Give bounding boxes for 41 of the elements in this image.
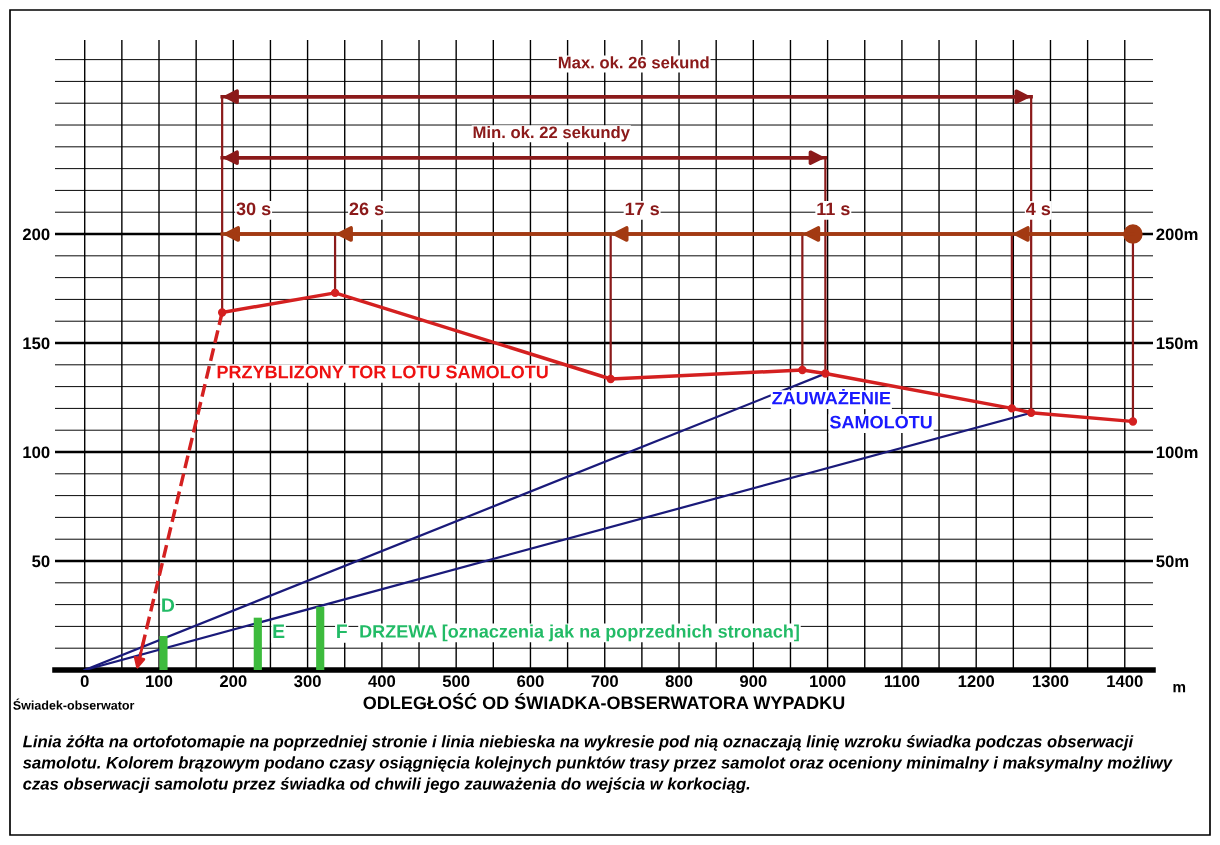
annotation: 11 s xyxy=(817,202,850,216)
text: Świadek-obserwator xyxy=(13,698,135,710)
annotation: SAMOLOTU xyxy=(829,415,932,429)
annotation: 17 s xyxy=(625,202,659,216)
x-tick-label: 400 xyxy=(368,675,396,688)
annotation: D xyxy=(162,598,175,612)
annotation: F xyxy=(337,624,347,638)
x-tick-label: 0 xyxy=(80,675,89,688)
x-tick-label: 200 xyxy=(219,675,247,688)
annotation: Min. ok. 22 sekundy xyxy=(473,125,630,142)
y2-tick-label: 200m xyxy=(1156,228,1198,241)
x-axis-title: ODLEGŁOŚĆ OD ŚWIADKA-OBSERWATORA WYPADKU xyxy=(363,693,845,710)
annotation: ZAUWAŻENIE xyxy=(772,388,891,405)
y2-tick-label: 150m xyxy=(1156,337,1198,350)
x-tick-label: 700 xyxy=(591,675,618,688)
y-tick-label: 100 xyxy=(23,446,50,459)
annotation: Max. ok. 26 sekund xyxy=(558,56,709,69)
x-tick-label: 300 xyxy=(294,675,321,688)
x-tick-label: 800 xyxy=(665,675,693,688)
y-tick-label: 200 xyxy=(22,228,50,241)
annotation: PRZYBLIZONY TOR LOTU SAMOLOTU xyxy=(217,365,548,379)
annotation: DRZEWA [oznaczenia jak na poprzednich stronach] xyxy=(360,624,799,642)
x-tick-label: 500 xyxy=(442,675,470,688)
annotation: 4 s xyxy=(1026,202,1051,216)
x-tick-label: 1100 xyxy=(884,675,920,688)
text: m xyxy=(1173,683,1186,693)
y2-tick-label: 50m xyxy=(1156,555,1189,568)
y2-tick-label: 100m xyxy=(1156,446,1198,459)
text: Linia żółta na ortofotomapie na poprzedniej stronie i linia niebieska na wykresie pod nią oznaczają linię wzroku świadka podczas obserwacji samolotu. Kolorem brązowym podano czasy osiągnięcia kolejnych punktów trasy przez samolot oraz oceniony minimalny i maksymalny możliwy czas obserwacji samolotu przez świadka od chwili jego zauważenia do wejścia w korkociąg. xyxy=(22,735,1173,794)
x-tick-label: 1400 xyxy=(1107,675,1143,688)
x-tick-label: 1200 xyxy=(958,675,995,688)
y-tick-label: 150 xyxy=(23,337,50,350)
annotation: E xyxy=(273,624,285,638)
annotation: 26 s xyxy=(349,202,384,216)
x-tick-label: 600 xyxy=(517,675,544,688)
x-tick-label: 100 xyxy=(146,675,173,688)
annotation: 30 s xyxy=(236,202,271,216)
x-tick-label: 1300 xyxy=(1032,675,1069,688)
x-tick-label: 900 xyxy=(740,675,767,688)
y-tick-label: 50 xyxy=(32,555,50,568)
x-tick-label: 1000 xyxy=(810,675,846,688)
